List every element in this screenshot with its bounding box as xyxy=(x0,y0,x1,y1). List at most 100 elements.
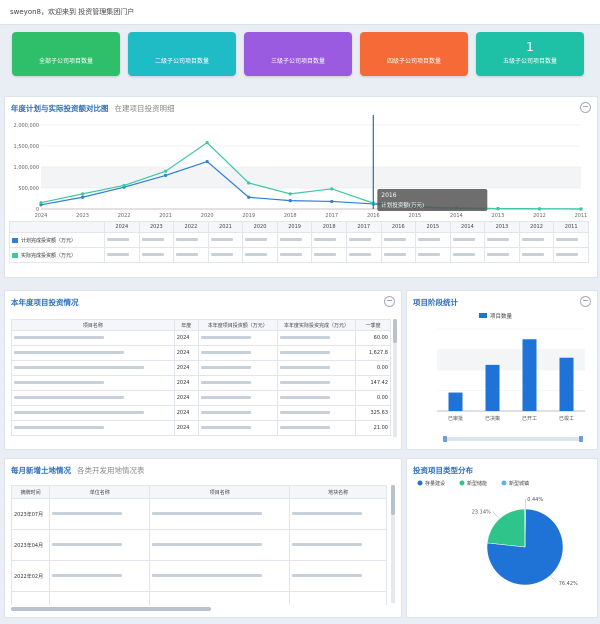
collapse-icon[interactable]: − xyxy=(580,102,591,113)
stat-tile-5[interactable]: 1 五级子公司项目数量 xyxy=(476,32,584,76)
project-name-cell xyxy=(11,375,175,391)
data-cell xyxy=(104,247,140,263)
x-tick-label: 已竣工 xyxy=(559,415,574,422)
welcome-text: sweyon8，欢迎来到 投资管理集团门户 xyxy=(10,8,135,16)
data-point xyxy=(164,169,168,173)
y-tick-label: 0 xyxy=(36,207,39,213)
x-tick-label: 2024 xyxy=(35,213,48,219)
collapse-icon[interactable]: − xyxy=(580,296,591,307)
data-point xyxy=(288,192,292,196)
data-cell xyxy=(484,232,520,248)
data-cell xyxy=(104,232,140,248)
data-point xyxy=(247,181,251,185)
year-cell: 2024 xyxy=(173,375,199,391)
investment-type-panel: 投资项目类型分布 存量建设 新型储能 新型城镇 76.42% 23.14% 0.44% xyxy=(406,458,598,618)
table-row[interactable]: 2024 0.00 xyxy=(11,360,391,376)
data-point xyxy=(205,159,209,164)
table-row[interactable]: 2024 1,627.8 xyxy=(11,345,391,361)
table-row[interactable]: 2023年07月 xyxy=(11,498,387,530)
tooltip-text: 计划投资额(万元) xyxy=(381,201,424,209)
data-cell xyxy=(138,232,175,248)
table-row[interactable]: 2023年04月 xyxy=(11,529,387,561)
x-tick-label: 2014 xyxy=(450,213,463,219)
x-tick-label: 2015 xyxy=(408,213,421,219)
data-point xyxy=(579,207,583,211)
year-column-header: 2016 xyxy=(380,221,417,233)
tile-value: 1 xyxy=(526,40,534,54)
stat-tile-3[interactable]: 三级子公司项目数量 xyxy=(244,32,352,76)
table-row: 实际完成投资额（万元） xyxy=(9,247,589,263)
table-header-blank xyxy=(9,221,105,233)
data-cell xyxy=(553,247,589,263)
q1-cell: 60.00 xyxy=(355,330,391,346)
unit-cell xyxy=(49,529,151,561)
land-panel-subtitle[interactable]: 各类开发用地情况表 xyxy=(77,466,145,475)
data-cell xyxy=(242,247,278,263)
table-row[interactable]: 2024 147.42 xyxy=(11,375,391,391)
y-tick-label: 2,000,000 xyxy=(14,123,39,129)
plan-amount-cell xyxy=(197,345,278,361)
plan-panel-title: 年度计划与实际投资额对比图 在建项目投资明细 xyxy=(11,104,175,113)
data-point xyxy=(39,201,43,205)
actual-amount-cell xyxy=(276,345,357,361)
year-column-header: 2024 xyxy=(104,221,140,233)
legend-item: 新型储能 xyxy=(459,480,487,487)
tooltip-year: 2016 xyxy=(381,192,396,199)
year-column-header: 2012 xyxy=(518,221,555,233)
legend-item: 存量建设 xyxy=(417,480,445,487)
vertical-scrollbar[interactable] xyxy=(391,485,395,603)
row-label: 计划完成投资额（万元） xyxy=(21,237,77,244)
data-cell xyxy=(449,247,486,263)
stat-tile-1[interactable]: 全部子公司项目数量 xyxy=(12,32,120,76)
horizontal-scrollbar[interactable] xyxy=(11,607,211,611)
type-panel-title: 投资项目类型分布 xyxy=(413,466,473,475)
legend-swatch xyxy=(12,252,18,258)
data-cell xyxy=(484,247,520,263)
tile-label: 三级子公司项目数量 xyxy=(270,58,325,65)
year-column-header: 2019 xyxy=(276,221,313,233)
data-point xyxy=(164,173,168,177)
annual-investment-panel: 本年度项目投资情况 − 项目名称 年度 本年度项目投资额（万元） 本年度实际投资完成（… xyxy=(4,290,402,450)
plan-amount-cell xyxy=(197,390,278,406)
date-cell: 2023年04月 xyxy=(11,529,51,561)
tile-value xyxy=(12,40,120,54)
project-cell xyxy=(149,529,291,561)
table-row[interactable]: 2024 325.63 xyxy=(11,405,391,421)
year-column-header: 2021 xyxy=(207,221,244,233)
stat-tile-4[interactable]: 四级子公司项目数量 xyxy=(360,32,468,76)
data-cell xyxy=(173,232,209,248)
q1-cell: 0.00 xyxy=(355,360,391,376)
x-tick-label: 2016 xyxy=(367,213,380,219)
q1-cell: 147.42 xyxy=(355,375,391,391)
stage-panel-title: 项目阶段统计 xyxy=(413,298,458,307)
data-cell xyxy=(207,247,244,263)
data-cell xyxy=(207,232,244,248)
zoom-slider[interactable] xyxy=(443,436,583,442)
data-point xyxy=(496,206,500,211)
legend-swatch xyxy=(12,237,18,243)
legend-label: 项目数量 xyxy=(490,312,513,320)
table-row[interactable]: 2024 0.00 xyxy=(11,390,391,406)
x-tick-label: 已审批 xyxy=(448,415,463,422)
column-header: 项目名称 xyxy=(149,485,291,499)
q1-cell: 21.00 xyxy=(355,420,391,436)
annual-panel-title: 本年度项目投资情况 xyxy=(11,298,79,307)
table-row[interactable]: 2024 21.00 xyxy=(11,420,391,436)
table-row[interactable]: 2024 60.00 xyxy=(11,330,391,346)
stat-tile-2[interactable]: 二级子公司项目数量 xyxy=(128,32,236,76)
collapse-icon[interactable]: − xyxy=(384,296,395,307)
column-header: 单位名称 xyxy=(49,485,151,499)
column-header: 年度 xyxy=(173,319,199,331)
table-row[interactable]: 2022年02月 xyxy=(11,560,387,592)
project-name-cell xyxy=(11,405,175,421)
plan-amount-cell xyxy=(197,360,278,376)
type-pie-chart: 存量建设 新型储能 新型城镇 76.42% 23.14% 0.44% xyxy=(417,480,578,587)
tile-label: 全部子公司项目数量 xyxy=(38,58,93,65)
data-point xyxy=(288,199,292,203)
vertical-scrollbar[interactable] xyxy=(393,319,397,437)
x-tick-label: 2023 xyxy=(76,213,89,219)
year-column-header: 2023 xyxy=(138,221,175,233)
data-point xyxy=(80,195,85,199)
plan-panel-subtitle[interactable]: 在建项目投资明细 xyxy=(114,104,175,113)
